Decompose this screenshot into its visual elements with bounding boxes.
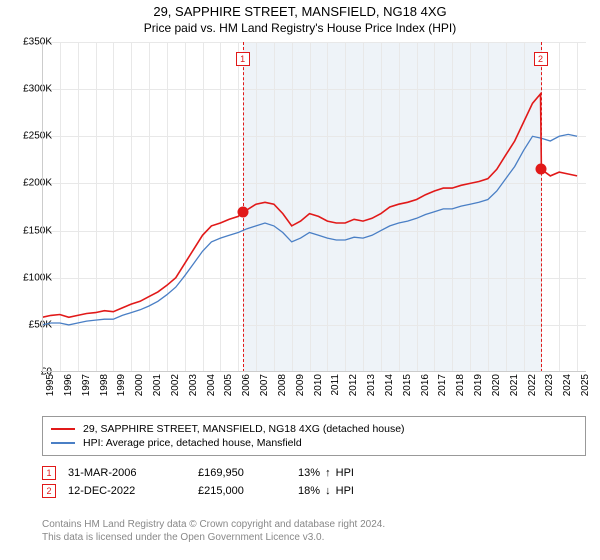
x-axis-label: 2022 [527, 374, 538, 404]
footer-line-1: Contains HM Land Registry data © Crown c… [42, 518, 586, 531]
sale-date: 12-DEC-2022 [68, 485, 198, 497]
sale-row: 1 31-MAR-2006£169,95013% ↑ HPI [42, 466, 586, 480]
x-axis-label: 2011 [330, 374, 341, 404]
legend-item: 29, SAPPHIRE STREET, MANSFIELD, NG18 4XG… [51, 423, 577, 435]
x-axis-label: 2024 [562, 374, 573, 404]
x-axis-label: 2012 [348, 374, 359, 404]
x-axis-label: 2010 [313, 374, 324, 404]
x-axis-label: 2018 [455, 374, 466, 404]
x-axis-label: 2023 [544, 374, 555, 404]
sale-row-badge: 2 [42, 484, 56, 498]
x-axis-label: 2001 [152, 374, 163, 404]
x-axis-label: 1999 [116, 374, 127, 404]
sale-diff: 13% ↑ HPI [298, 467, 398, 479]
x-axis-label: 2020 [491, 374, 502, 404]
x-axis-label: 2006 [241, 374, 252, 404]
x-axis-label: 2004 [206, 374, 217, 404]
sale-diff: 18% ↓ HPI [298, 485, 398, 497]
sale-diff-label: HPI [336, 485, 354, 497]
legend-label: HPI: Average price, detached house, Mans… [83, 437, 302, 449]
arrow-up-icon: ↑ [325, 467, 331, 479]
sale-diff-pct: 13% [298, 467, 320, 479]
footer: Contains HM Land Registry data © Crown c… [42, 518, 586, 544]
x-axis-label: 2025 [580, 374, 591, 404]
sale-price: £169,950 [198, 467, 298, 479]
footer-line-2: This data is licensed under the Open Gov… [42, 531, 586, 544]
title-block: 29, SAPPHIRE STREET, MANSFIELD, NG18 4XG… [0, 0, 600, 37]
x-axis-label: 2008 [277, 374, 288, 404]
legend-swatch [51, 428, 75, 430]
sale-row: 2 12-DEC-2022£215,00018% ↓ HPI [42, 484, 586, 498]
x-axis-label: 2014 [384, 374, 395, 404]
x-axis-label: 2002 [170, 374, 181, 404]
x-axis-label: 2013 [366, 374, 377, 404]
sale-row-badge: 1 [42, 466, 56, 480]
x-axis-label: 1996 [63, 374, 74, 404]
x-axis-label: 2017 [437, 374, 448, 404]
x-axis-label: 1998 [99, 374, 110, 404]
x-axis-label: 1997 [81, 374, 92, 404]
chart-area [42, 42, 586, 372]
arrow-down-icon: ↓ [325, 485, 331, 497]
x-axis-label: 2007 [259, 374, 270, 404]
chart-subtitle: Price paid vs. HM Land Registry's House … [0, 21, 600, 35]
x-axis-label: 2015 [402, 374, 413, 404]
x-axis-label: 2009 [295, 374, 306, 404]
sale-diff-label: HPI [336, 467, 354, 479]
x-axis-label: 2021 [509, 374, 520, 404]
legend-item: HPI: Average price, detached house, Mans… [51, 437, 577, 449]
x-axis-label: 2000 [134, 374, 145, 404]
sale-diff-pct: 18% [298, 485, 320, 497]
sale-date: 31-MAR-2006 [68, 467, 198, 479]
x-axis-label: 2005 [223, 374, 234, 404]
legend: 29, SAPPHIRE STREET, MANSFIELD, NG18 4XG… [42, 416, 586, 456]
legend-swatch [51, 442, 75, 444]
x-axis-label: 2016 [420, 374, 431, 404]
x-axis-label: 2019 [473, 374, 484, 404]
sales-table: 1 31-MAR-2006£169,95013% ↑ HPI 2 12-DEC-202… [42, 462, 586, 502]
legend-label: 29, SAPPHIRE STREET, MANSFIELD, NG18 4XG… [83, 423, 405, 435]
x-axis-label: 2003 [188, 374, 199, 404]
x-axis-label: 1995 [45, 374, 56, 404]
sale-price: £215,000 [198, 485, 298, 497]
chart-title: 29, SAPPHIRE STREET, MANSFIELD, NG18 4XG [0, 4, 600, 19]
